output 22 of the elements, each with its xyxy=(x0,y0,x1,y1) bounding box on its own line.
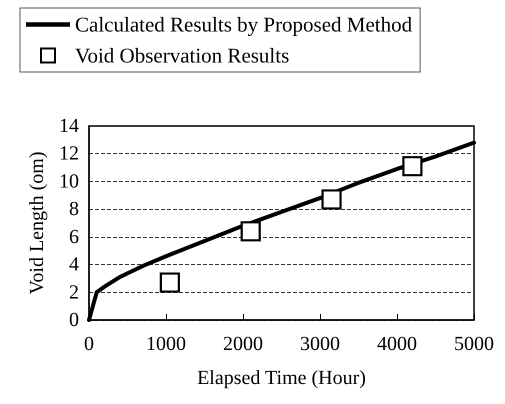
x-tick-label: 2000 xyxy=(223,333,263,355)
point xyxy=(402,156,422,176)
y-tick-label: 8 xyxy=(69,198,79,220)
y-tick-label: 12 xyxy=(59,142,79,165)
x-tick-label: 0 xyxy=(84,333,94,355)
x-axis-title: Elapsed Time (Hour) xyxy=(197,367,366,389)
y-tick-label: 2 xyxy=(69,281,79,304)
y-tick-label: 6 xyxy=(69,226,79,248)
x-tick-label: 5000 xyxy=(454,333,494,355)
y-tick-label: 14 xyxy=(59,115,79,137)
y-axis-title: Void Length (om) xyxy=(26,152,48,294)
legend-label: Calculated Results by Proposed Method xyxy=(75,12,413,36)
point xyxy=(321,189,342,210)
legend-label: Void Observation Results xyxy=(75,44,290,68)
point xyxy=(160,272,180,293)
x-tick-label: 4000 xyxy=(377,333,417,355)
y-tick-label: 4 xyxy=(69,254,79,276)
point xyxy=(240,221,261,242)
y-tick-label: 0 xyxy=(69,309,79,331)
x-tick-label: 1000 xyxy=(146,333,186,355)
x-tick-label: 3000 xyxy=(300,333,340,355)
y-tick-label: 10 xyxy=(59,170,79,192)
